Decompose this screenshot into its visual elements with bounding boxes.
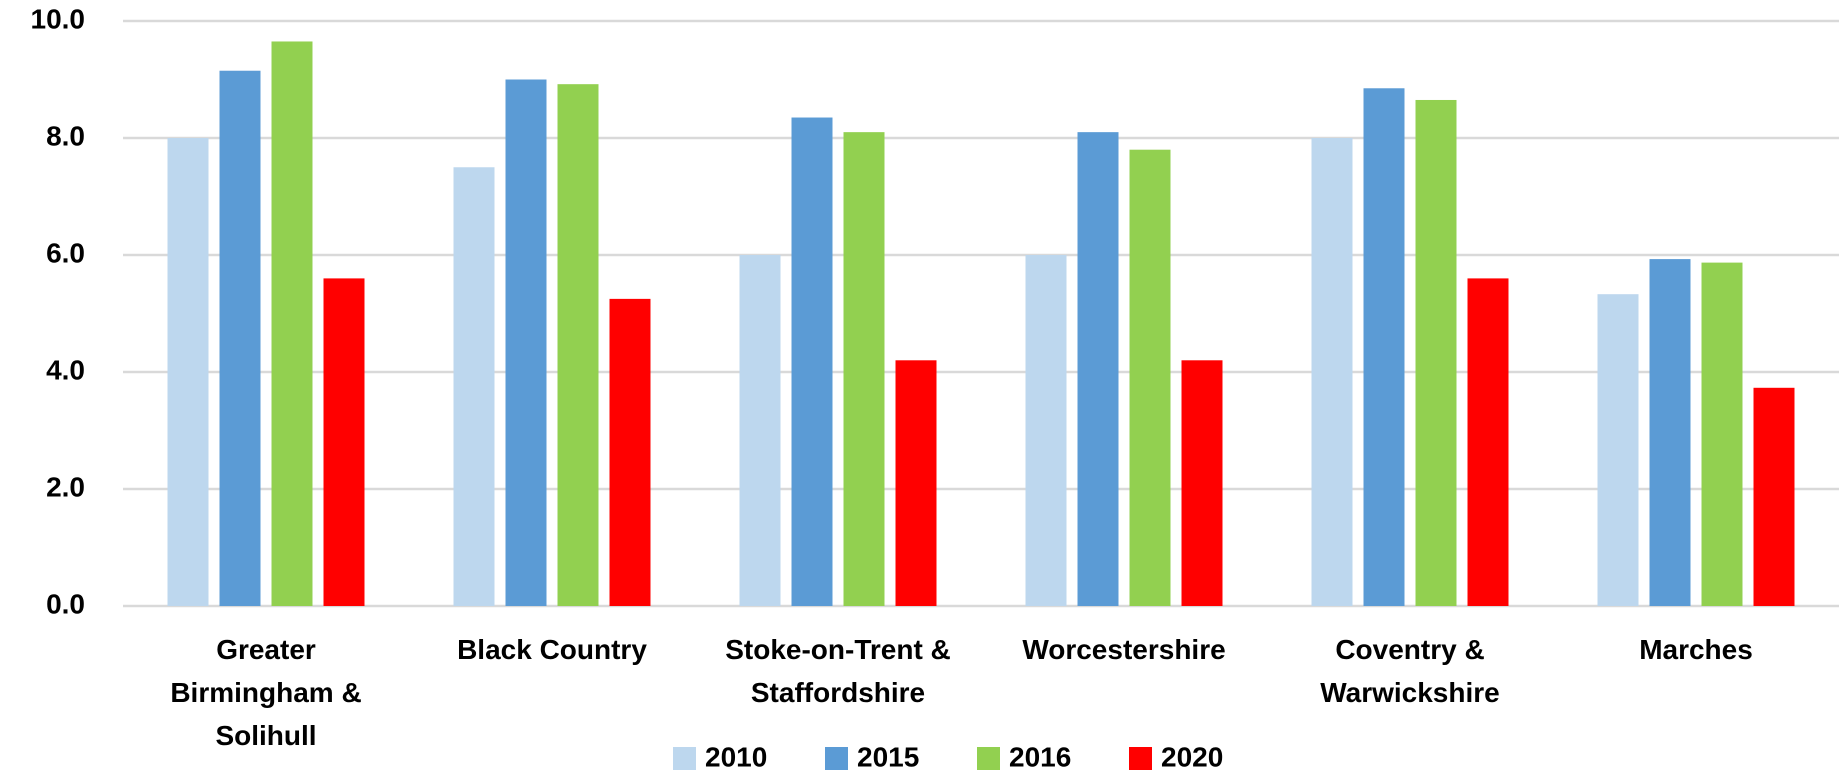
bar — [453, 167, 495, 606]
legend-swatch — [977, 747, 1000, 770]
bar — [1077, 132, 1119, 606]
legend-swatch — [825, 747, 848, 770]
bar — [1753, 387, 1795, 606]
bar — [167, 138, 209, 606]
legend-label: 2020 — [1161, 741, 1223, 772]
legend-swatch — [673, 747, 696, 770]
bar — [1025, 255, 1067, 606]
bar — [739, 255, 781, 606]
bar — [1363, 88, 1405, 606]
x-tick-label: Black Country — [457, 634, 647, 665]
bar — [895, 360, 937, 606]
bar — [1597, 294, 1639, 606]
bar — [843, 132, 885, 606]
bar — [1181, 360, 1223, 606]
bar — [609, 298, 651, 606]
y-tick-label: 4.0 — [46, 354, 85, 385]
bar — [323, 278, 365, 606]
x-tick-label: Coventry & Warwickshire — [1320, 634, 1499, 708]
x-tick-label: Marches — [1639, 634, 1753, 665]
y-tick-label: 0.0 — [46, 588, 85, 619]
bar — [1467, 278, 1509, 606]
bar — [505, 79, 547, 606]
bar — [791, 117, 833, 607]
bar — [1129, 149, 1171, 606]
y-tick-label: 8.0 — [46, 120, 85, 151]
bar — [557, 84, 599, 607]
bar — [1311, 138, 1353, 606]
y-tick-label: 6.0 — [46, 237, 85, 268]
x-tick-label: Greater Birmingham & Solihull — [170, 634, 361, 751]
y-tick-label: 10.0 — [31, 3, 86, 34]
legend-label: 2015 — [857, 741, 919, 772]
x-tick-label: Worcestershire — [1022, 634, 1225, 665]
bar — [1649, 259, 1691, 606]
x-tick-label: Stoke-on-Trent & Staffordshire — [725, 634, 951, 708]
legend-swatch — [1129, 747, 1152, 770]
bar — [271, 41, 313, 607]
legend-label: 2016 — [1009, 741, 1071, 772]
legend-label: 2010 — [705, 741, 767, 772]
bar — [219, 70, 261, 607]
bar — [1415, 99, 1457, 606]
bar — [1701, 262, 1743, 606]
y-tick-label: 2.0 — [46, 471, 85, 502]
